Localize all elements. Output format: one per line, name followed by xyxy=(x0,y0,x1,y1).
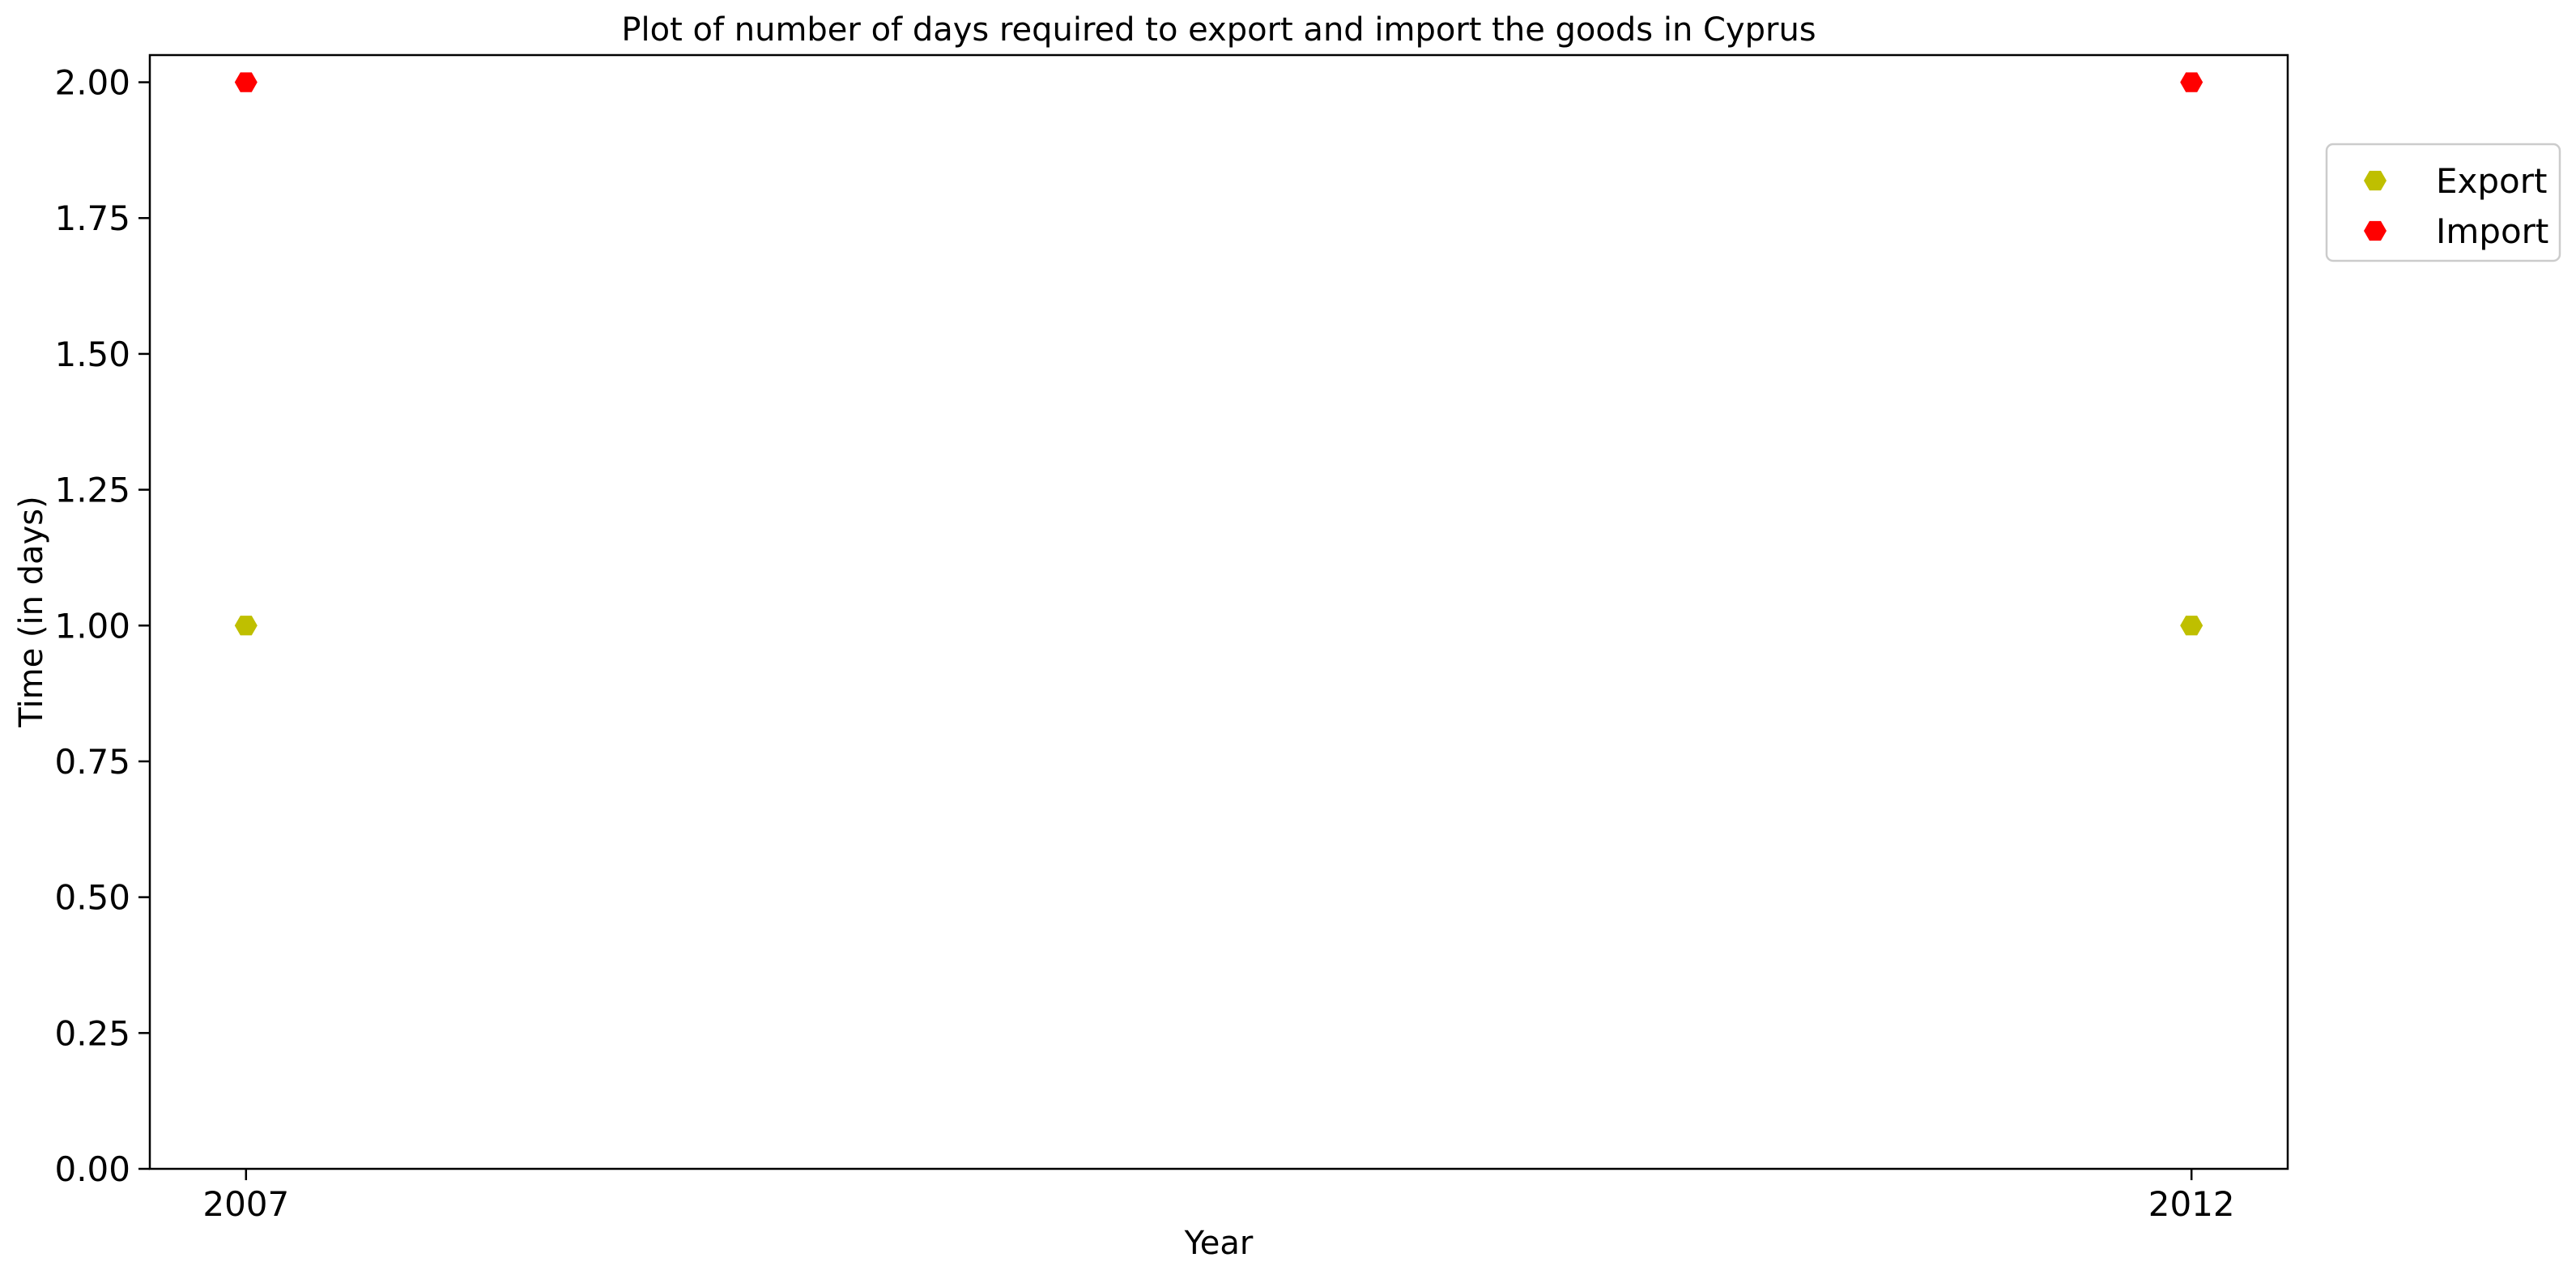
y-axis: 0.00 0.25 0.50 0.75 1.00 1.25 1.50 1.75 2.00 xyxy=(54,63,150,1189)
y-tick-label: 1.25 xyxy=(54,471,130,510)
y-tick-label: 0.50 xyxy=(54,878,130,918)
y-tick-label: 0.75 xyxy=(54,742,130,782)
y-tick-label: 1.00 xyxy=(54,606,130,646)
y-tick-label: 1.75 xyxy=(54,198,130,238)
y-axis-label: Time (in days) xyxy=(13,496,50,727)
chart-title: Plot of number of days required to expor… xyxy=(621,11,1816,49)
export-point-2007 xyxy=(234,616,258,636)
legend-marker-import xyxy=(2364,220,2387,241)
y-tick-label: 2.00 xyxy=(54,63,130,103)
x-tick-label: 2012 xyxy=(2148,1184,2235,1224)
y-tick-label: 1.50 xyxy=(54,335,130,374)
data-points xyxy=(234,72,2203,636)
import-point-2007 xyxy=(234,72,258,92)
import-point-2012 xyxy=(2180,72,2203,92)
plot-area xyxy=(148,53,2289,1170)
legend-marker-export xyxy=(2364,170,2387,191)
legend-label-import: Import xyxy=(2436,211,2548,251)
x-axis-label: Year xyxy=(1184,1225,1254,1262)
x-tick-label: 2007 xyxy=(202,1184,289,1224)
x-axis: 2007 2012 xyxy=(202,1169,2235,1224)
export-point-2012 xyxy=(2180,616,2203,636)
legend: Export Import xyxy=(2325,143,2561,262)
legend-label-export: Export xyxy=(2436,161,2547,201)
y-tick-label: 0.25 xyxy=(54,1013,130,1053)
y-tick-label: 0.00 xyxy=(54,1149,130,1189)
